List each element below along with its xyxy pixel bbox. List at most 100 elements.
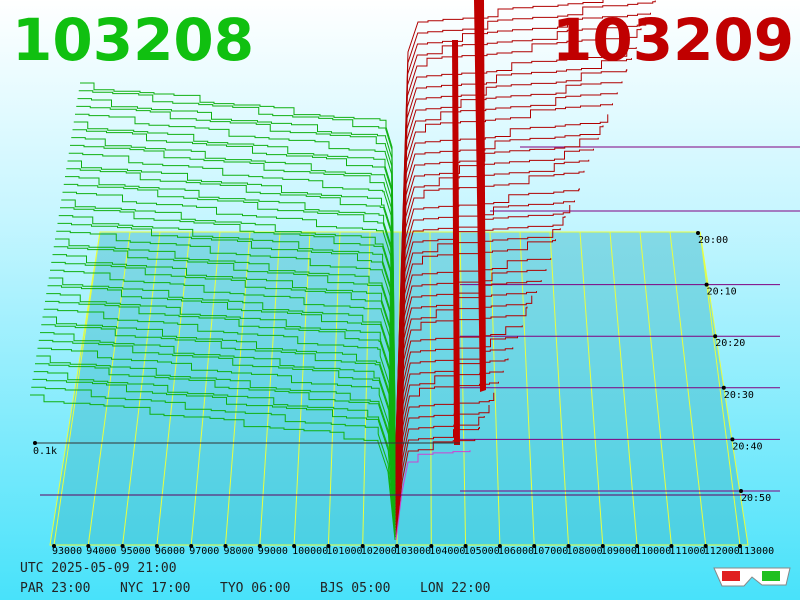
grid-line [53,231,101,546]
depth-lines [30,0,656,541]
ask-depth-line [395,0,656,443]
ask-depth-line [395,205,571,488]
ask-depth-line [395,188,580,483]
bid-depth-line [42,316,396,511]
bid-depth-line [77,98,396,427]
ask-depth-line [395,58,632,456]
ask-depth-line [395,170,585,481]
city-time: BJS 05:00 [320,581,390,596]
bid-depth-line [63,183,396,460]
x-tick-label: 105000 [464,546,500,557]
ask-depth-line [395,137,599,473]
ask-depth-line [395,0,604,441]
bid-depth-line [36,355,396,526]
ask-depth-line [395,200,575,486]
tick-dot [721,385,726,390]
x-tick-label: 109000 [601,546,637,557]
tick-dot [223,544,228,548]
tick-dot [257,544,262,548]
ask-depth-line [395,114,609,468]
x-tick-label: 108000 [567,546,603,557]
ask-depth-line [395,47,637,453]
tick-dot [739,489,743,493]
tick-dot [86,544,91,548]
bid-depth-line [57,222,396,475]
x-tick-label: 98000 [224,546,254,557]
tick-dot [635,544,640,548]
bid-depth-line [53,246,396,484]
time-label: 20:50 [741,493,771,504]
tick-dot [532,544,537,548]
city-time: NYC 17:00 [120,581,190,596]
ask-depth-line [395,81,623,461]
x-tick-label: 103000 [395,546,431,557]
ask-depth-line [395,103,613,466]
x-tick-label: 93000 [52,546,82,557]
grid-line [362,231,371,546]
bid-depth-line [80,82,396,421]
bid-depth-line [70,144,396,445]
bid-depth-line [75,113,396,433]
bid-depth-line [61,199,396,466]
floor-grid: 93000 94000 95000 96000 97000 98000 99000 10000… [52,146,800,557]
tick-dot [463,544,468,548]
bid-depth-line [67,160,396,451]
tick-dot [395,544,399,548]
ask-depth-line [395,69,628,458]
time-label: 20:20 [715,338,745,349]
depth-ref-dot [33,441,37,445]
ask-depth-line [395,28,642,451]
grid-line [259,231,281,546]
depth-label: 0.1k [33,446,57,457]
ask-depth-line [395,450,471,541]
tick-dot [703,544,708,548]
bid-depth-line [40,332,396,517]
ask-depth-line [395,92,618,463]
tick-dot [669,544,674,548]
time-label: 20:30 [724,390,754,401]
bid-depth-line [71,137,396,442]
ask-depth-line [395,17,647,448]
ask-price: 103209 [552,6,794,74]
bid-depth-line [48,277,396,496]
x-tick-label: 110000 [635,546,671,557]
bid-depth-line [33,371,396,532]
x-tick-label: 96000 [155,546,185,557]
x-tick-label: 104000 [429,546,465,557]
bid-price: 103208 [12,6,254,74]
tick-dot [713,334,718,339]
ask-depth-line [395,405,490,531]
ask-depth-line [395,12,651,446]
ask-depth-line [395,125,604,471]
ask-wall [474,0,486,392]
ask-depth-line [395,427,480,536]
x-tick-label: 111000 [669,546,705,557]
bid-depth-line [60,207,396,469]
bid-depth-line [37,347,396,523]
bid-depth-line [62,191,396,463]
bid-depth-line [51,261,396,490]
tick-dot [189,544,194,548]
tick-dot [566,544,571,548]
x-tick-label: 113000 [738,546,774,557]
bid-depth-line [30,394,396,541]
ask-depth-line [395,216,566,491]
tick-dot [497,544,502,548]
tick-dot [292,544,297,548]
grid-line [190,231,221,546]
ask-depth-line [395,148,594,476]
bid-depth-line [78,90,396,424]
city-time: PAR 23:00 [20,581,90,596]
bid-depth-line [31,386,396,538]
ask-depth-line [395,439,476,538]
grid-line [122,231,161,546]
bid-depth-line [32,378,396,535]
bid-depth-line [73,121,396,436]
bid-depth-line [50,269,396,493]
utc-time: UTC 2025-05-09 21:00 [20,561,177,576]
x-tick-label: 95000 [121,546,151,557]
grid-line [87,231,131,546]
bid-depth-line [58,215,396,472]
